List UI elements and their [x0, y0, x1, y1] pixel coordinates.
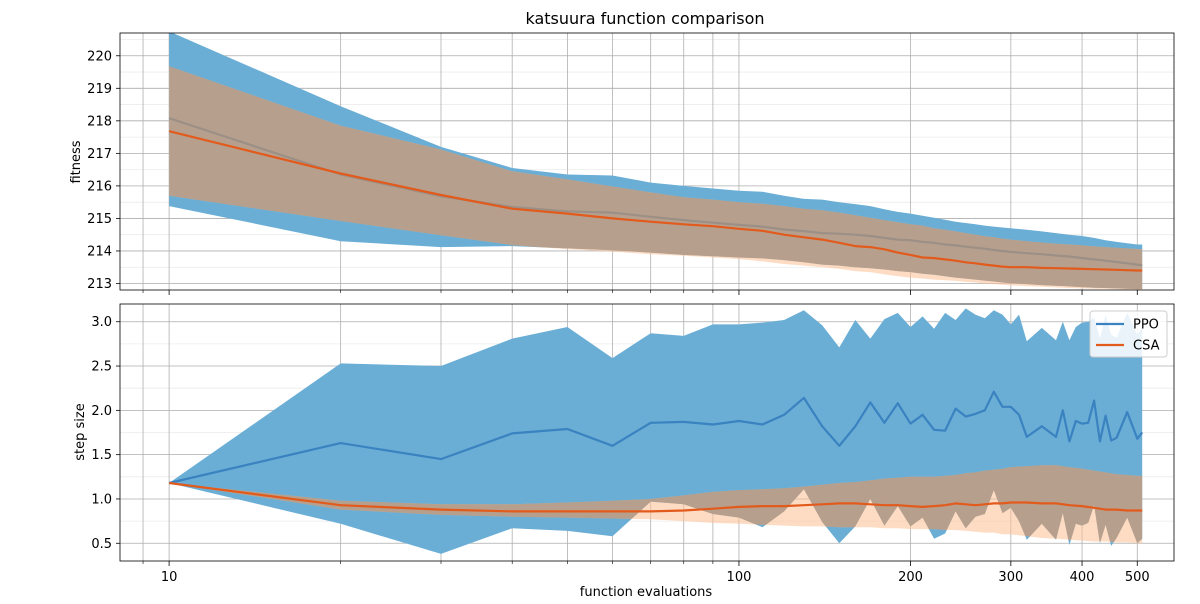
y-tick-label: 2.5: [91, 360, 112, 375]
legend-label-ppo: PPO: [1133, 318, 1159, 333]
y-axis-label: step size: [73, 403, 88, 460]
x-tick-label: 400: [1070, 570, 1095, 585]
fitness-panel: 213 214 215 216 217 218 219 220 fitness: [69, 32, 1175, 295]
y-tick-label: 218: [87, 114, 112, 129]
legend: PPO CSA: [1089, 310, 1168, 358]
y-tick-label: 0.5: [91, 537, 112, 552]
step-size-panel: 0.5 1.0 1.5 2.0 2.5 3.0 step size 10 100 200 300 40…: [73, 303, 1175, 585]
plot-area: [168, 33, 1143, 290]
band-overlap: [169, 66, 1143, 290]
y-tick-label: 1.5: [91, 448, 112, 463]
x-tick-label: 100: [727, 570, 752, 585]
x-tick-label: 10: [161, 570, 178, 585]
y-tick-label: 2.0: [91, 404, 112, 419]
x-tick-label: 200: [898, 570, 923, 585]
x-axis-label: function evaluations: [580, 585, 713, 600]
ppo-mean-line: [168, 390, 1144, 485]
y-tick-label: 216: [87, 179, 112, 194]
chart-title: katsuura function comparison: [525, 9, 764, 28]
y-tick-label: 219: [87, 82, 112, 97]
y-tick-label: 220: [87, 49, 112, 64]
x-tick-label: 300: [998, 570, 1023, 585]
y-tick-label: 213: [87, 277, 112, 292]
ppo-mean-line: [168, 117, 1143, 267]
csa-mean-line: [168, 130, 1143, 272]
plot-area: [168, 308, 1144, 554]
axes-frame: [119, 303, 1175, 562]
csa-mean-line: [168, 481, 1143, 513]
y-tick-label: 3.0: [91, 315, 112, 330]
y-tick-label: 214: [87, 244, 112, 259]
x-tick-label: 500: [1125, 570, 1150, 585]
y-tick-label: 215: [87, 212, 112, 227]
y-tick-label: 1.0: [91, 492, 112, 507]
axes-frame: [119, 32, 1175, 291]
y-tick-label: 217: [87, 147, 112, 162]
y-axis-label: fitness: [69, 140, 84, 183]
legend-label-csa: CSA: [1133, 339, 1160, 354]
